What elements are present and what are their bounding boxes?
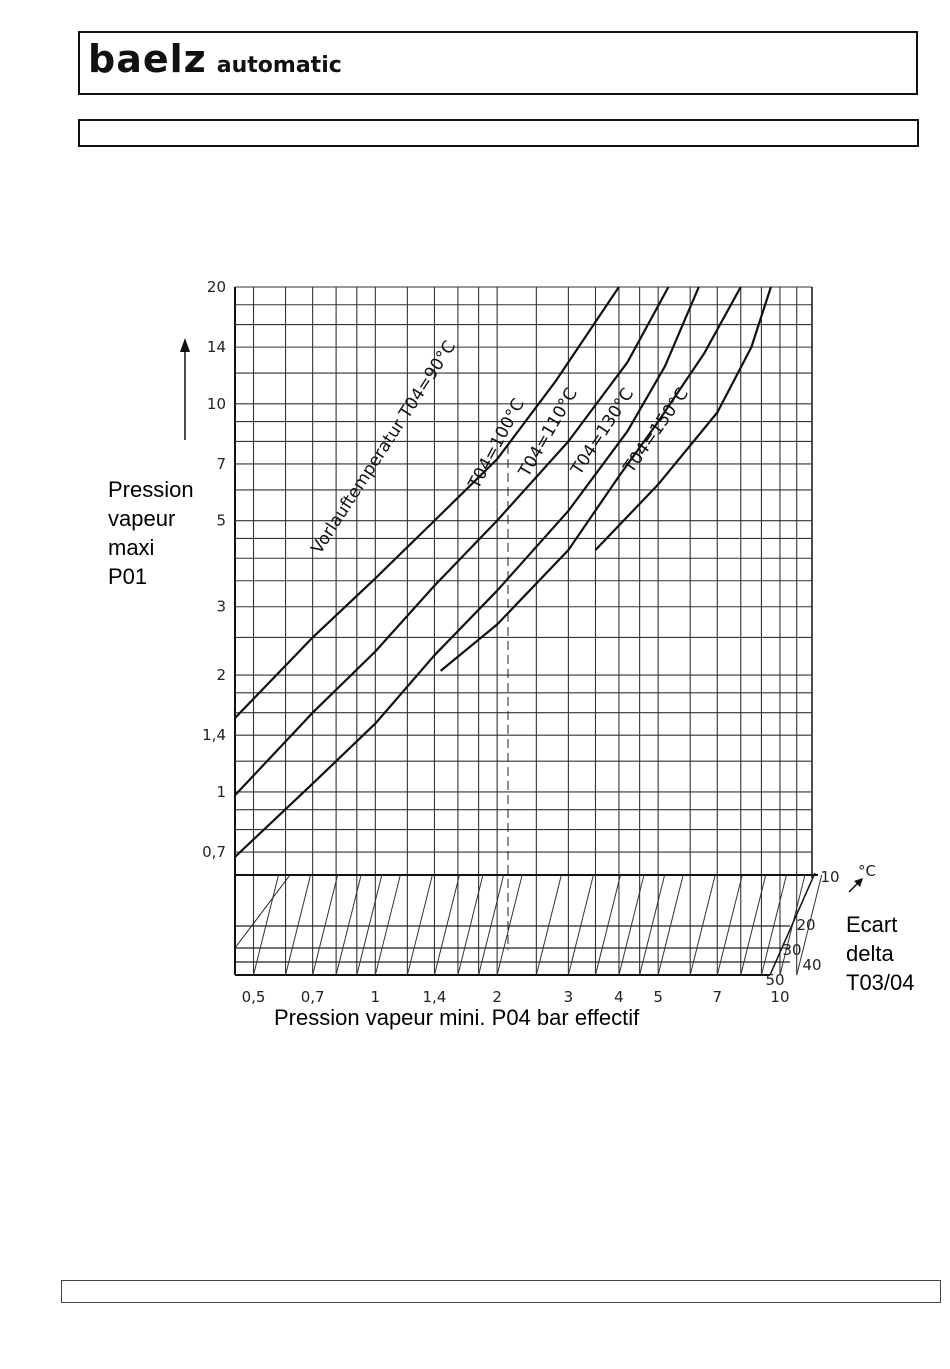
y-tick-label: 0,7 (202, 843, 226, 861)
series-line-2 (234, 286, 700, 858)
nomogram-diagonal-line (535, 874, 562, 976)
nomogram-diagonal-line (433, 874, 460, 976)
y-axis-label-line: maxi (108, 535, 154, 560)
nomogram-diagonal-line (689, 874, 716, 976)
y-tick-label: 7 (216, 455, 226, 473)
nomogram-diagonal-line (335, 874, 362, 976)
y-tick-label: 3 (216, 598, 226, 616)
y-axis-label-line: Pression (108, 477, 194, 502)
nomogram-diagonal-line (567, 874, 594, 976)
nomogram-diagonal-line (740, 874, 767, 976)
y-tick-label: 14 (207, 338, 226, 356)
delta-axis-line (769, 872, 816, 976)
nomogram-diagonal-line (657, 874, 684, 976)
x-axis-label: Pression vapeur mini. P04 bar effectif (274, 1005, 640, 1030)
delta-tick-label: 10 (820, 868, 839, 886)
nomogram-diagonal-line (312, 874, 339, 976)
nomogram-diagonal-line (234, 874, 291, 949)
nomogram-diagonal-line (457, 874, 484, 976)
x-tick-label: 1,4 (423, 988, 447, 1006)
nomogram-diagonal-line (796, 874, 823, 976)
y-tick-label: 1 (216, 783, 226, 801)
nomogram-diagonal-line (478, 874, 505, 976)
x-tick-label: 3 (564, 988, 574, 1006)
series-line-4 (594, 286, 772, 551)
brand-subtitle: automatic (216, 53, 342, 78)
subtitle-box (78, 119, 919, 147)
x-tick-label: 5 (653, 988, 663, 1006)
y-tick-label: 20 (207, 278, 226, 296)
y-axis-label-line: P01 (108, 564, 147, 589)
x-tick-label: 10 (770, 988, 789, 1006)
nomogram-diagonal-line (716, 874, 743, 976)
x-tick-label: 0,5 (242, 988, 266, 1006)
series-line-0 (234, 286, 620, 719)
delta-tick-label: 30 (782, 941, 801, 959)
nomogram-diagonal-line (639, 874, 666, 976)
delta-unit-label: °C (858, 862, 876, 880)
y-tick-label: 5 (216, 512, 226, 530)
brand-name: baelz (88, 37, 207, 81)
nomogram-diagonal-line (285, 874, 312, 976)
y-axis-label-line: vapeur (108, 506, 175, 531)
delta-tick-label: 50 (765, 971, 784, 989)
series-label: Vorlauftemperatur T04=90°C (307, 337, 460, 557)
x-tick-label: 7 (713, 988, 723, 1006)
header-box: baelz automatic (78, 31, 918, 95)
nomogram-diagonal-line (618, 874, 645, 976)
footer-box (61, 1280, 941, 1303)
y-tick-label: 2 (216, 666, 226, 684)
nomogram-diagonal-line (594, 874, 621, 976)
x-tick-label: 4 (614, 988, 624, 1006)
delta-tick-label: 40 (802, 956, 821, 974)
x-tick-label: 0,7 (301, 988, 325, 1006)
nomogram-diagonal-line (374, 874, 401, 976)
nomogram-diagonal-line (253, 874, 280, 976)
delta-axis-label-line: delta (846, 941, 894, 966)
y-tick-label: 1,4 (202, 726, 226, 744)
nomogram-diagonal-line (406, 874, 433, 976)
y-tick-label: 10 (207, 395, 226, 413)
brand-logo: baelz automatic (88, 37, 342, 81)
delta-tick-label: 20 (796, 916, 815, 934)
delta-arrow-head (854, 878, 863, 887)
delta-axis-label-line: T03/04 (846, 970, 915, 995)
series-line-1 (234, 286, 670, 797)
nomogram-diagonal-line (760, 874, 787, 976)
x-tick-label: 2 (492, 988, 502, 1006)
x-tick-label: 1 (371, 988, 381, 1006)
y-axis-arrow-head (180, 338, 190, 352)
series-line-3 (439, 286, 742, 672)
nomogram-diagonal-line (356, 874, 383, 976)
delta-axis-label-line: Ecart (846, 912, 897, 937)
nomogram-diagonal-line (496, 874, 523, 976)
